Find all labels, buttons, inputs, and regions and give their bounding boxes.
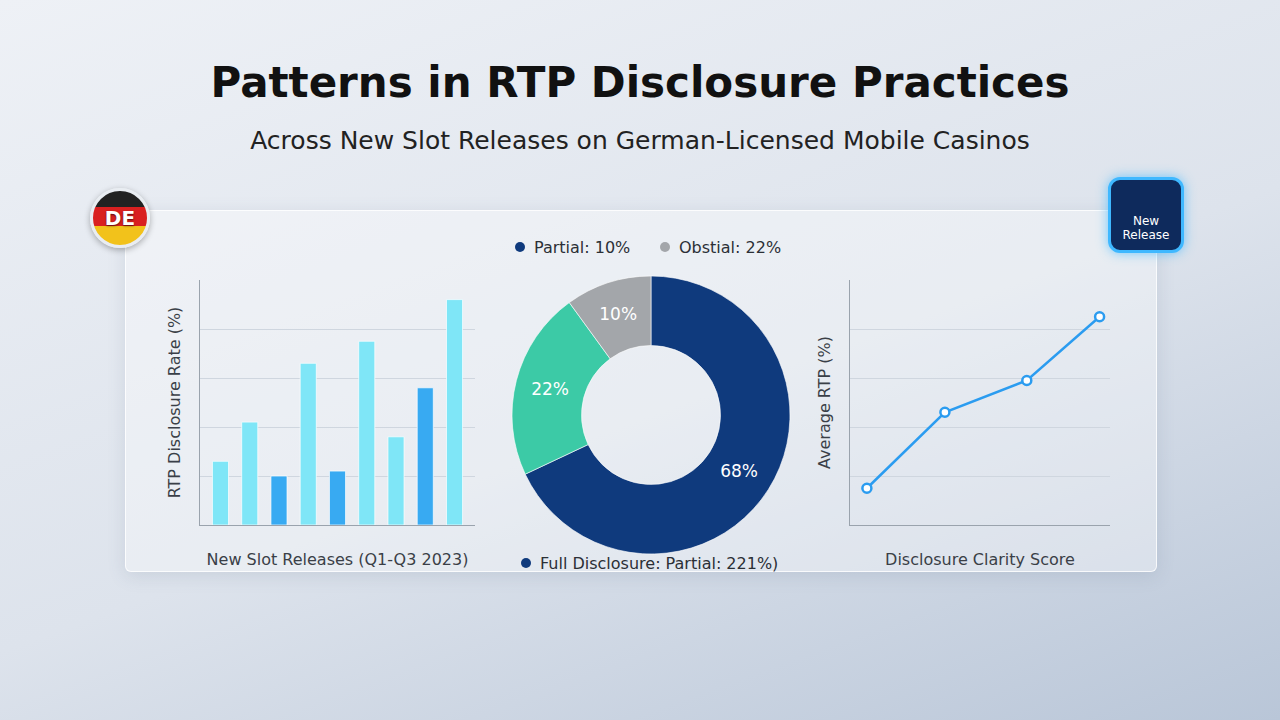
svg-text:Disclosure Clarity Score: Disclosure Clarity Score	[885, 550, 1075, 569]
html-text:Patterns in RTP Disclosure Pra: Patterns in RTP Disclosure Practices	[210, 58, 1070, 107]
html-text:Across New Slot Releases on Ge: Across New Slot Releases on German-Licen…	[250, 126, 1030, 155]
svg-text:Partial: 10%: Partial: 10%	[534, 238, 630, 257]
svg-text:10%: 10%	[599, 304, 637, 324]
svg-text:RTP Disclosure Rate (%): RTP Disclosure Rate (%)	[165, 307, 184, 499]
svg-text:Average RTP (%): Average RTP (%)	[815, 336, 834, 469]
html-text:New Release: New Release	[1122, 214, 1170, 242]
svg-text:68%: 68%	[720, 461, 758, 481]
svg-text:22%: 22%	[531, 379, 569, 399]
svg-text:Full Disclosure: Partial: 221%: Full Disclosure: Partial: 221%)	[540, 554, 778, 573]
svg-text:Obstial: 22%: Obstial: 22%	[679, 238, 781, 257]
svg-text:New Slot Releases (Q1-Q3 2023): New Slot Releases (Q1-Q3 2023)	[207, 550, 469, 569]
html-text:DE: DE	[104, 206, 136, 230]
